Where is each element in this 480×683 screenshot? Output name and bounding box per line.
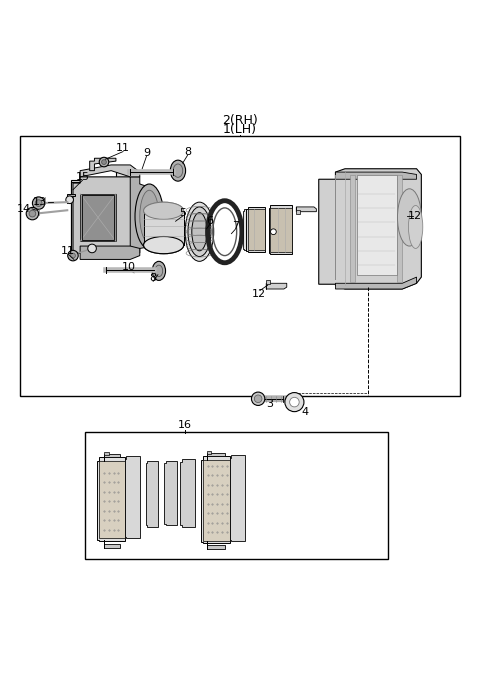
Ellipse shape <box>155 265 163 277</box>
Ellipse shape <box>135 184 164 249</box>
Polygon shape <box>203 460 229 540</box>
Text: 2(RH): 2(RH) <box>222 114 258 127</box>
Text: 12: 12 <box>408 212 422 221</box>
Polygon shape <box>266 283 287 289</box>
Bar <box>85 432 388 559</box>
Polygon shape <box>296 207 316 212</box>
Circle shape <box>254 395 262 402</box>
Polygon shape <box>90 158 116 171</box>
Circle shape <box>29 210 36 217</box>
Polygon shape <box>397 176 402 282</box>
Polygon shape <box>319 169 421 289</box>
Circle shape <box>26 208 38 220</box>
Polygon shape <box>145 461 158 527</box>
Polygon shape <box>73 177 140 253</box>
Polygon shape <box>80 246 140 260</box>
Ellipse shape <box>185 202 214 262</box>
Circle shape <box>102 160 107 165</box>
Polygon shape <box>180 460 195 527</box>
Text: 13: 13 <box>33 197 47 207</box>
Text: 7: 7 <box>232 221 239 231</box>
Polygon shape <box>99 461 124 538</box>
Polygon shape <box>130 177 154 253</box>
Polygon shape <box>67 193 75 203</box>
Polygon shape <box>206 540 225 549</box>
Text: 15: 15 <box>75 172 89 182</box>
Text: 3: 3 <box>266 399 273 408</box>
Polygon shape <box>269 206 291 254</box>
Text: 4: 4 <box>301 407 309 417</box>
Text: 16: 16 <box>178 420 192 430</box>
Text: 14: 14 <box>17 204 31 214</box>
Polygon shape <box>104 452 109 455</box>
Polygon shape <box>144 211 184 245</box>
Circle shape <box>252 392 265 406</box>
Polygon shape <box>357 176 396 275</box>
Ellipse shape <box>144 236 184 253</box>
Ellipse shape <box>170 160 186 181</box>
Polygon shape <box>104 454 120 461</box>
Ellipse shape <box>152 262 166 281</box>
Polygon shape <box>336 277 417 289</box>
Polygon shape <box>71 172 128 255</box>
Ellipse shape <box>144 202 184 219</box>
Circle shape <box>35 199 42 206</box>
Circle shape <box>285 393 304 412</box>
Polygon shape <box>80 193 116 241</box>
Text: 8: 8 <box>184 147 191 157</box>
Ellipse shape <box>408 206 423 249</box>
Polygon shape <box>206 451 211 454</box>
Ellipse shape <box>140 191 159 242</box>
Circle shape <box>68 251 78 261</box>
Ellipse shape <box>144 202 184 219</box>
Text: 1(LH): 1(LH) <box>223 123 257 136</box>
Polygon shape <box>248 209 265 250</box>
Polygon shape <box>97 457 124 540</box>
Ellipse shape <box>397 189 421 246</box>
Polygon shape <box>296 210 300 214</box>
Ellipse shape <box>192 212 207 251</box>
Text: 10: 10 <box>122 262 136 272</box>
Circle shape <box>271 229 276 234</box>
Polygon shape <box>336 172 417 179</box>
Text: 6: 6 <box>206 216 214 226</box>
Polygon shape <box>124 456 140 538</box>
Circle shape <box>33 197 45 209</box>
Polygon shape <box>350 176 355 282</box>
Text: 12: 12 <box>252 289 266 298</box>
Polygon shape <box>104 540 120 548</box>
Text: 8: 8 <box>150 273 156 283</box>
Ellipse shape <box>188 207 211 257</box>
Polygon shape <box>246 207 265 252</box>
Ellipse shape <box>144 236 184 253</box>
Circle shape <box>71 253 75 258</box>
Text: 11: 11 <box>61 246 75 256</box>
Bar <box>21 137 459 396</box>
Text: 9: 9 <box>143 148 150 158</box>
Circle shape <box>99 157 109 167</box>
Polygon shape <box>206 453 225 460</box>
Polygon shape <box>164 461 177 525</box>
Polygon shape <box>270 208 291 252</box>
Circle shape <box>88 244 96 253</box>
Text: 11: 11 <box>116 143 130 153</box>
Circle shape <box>289 398 299 407</box>
Polygon shape <box>243 209 256 251</box>
Polygon shape <box>201 456 229 543</box>
Polygon shape <box>229 455 245 540</box>
Circle shape <box>66 196 73 204</box>
Polygon shape <box>266 281 270 284</box>
Polygon shape <box>80 165 140 177</box>
Ellipse shape <box>173 164 183 178</box>
Text: 5: 5 <box>179 208 186 218</box>
